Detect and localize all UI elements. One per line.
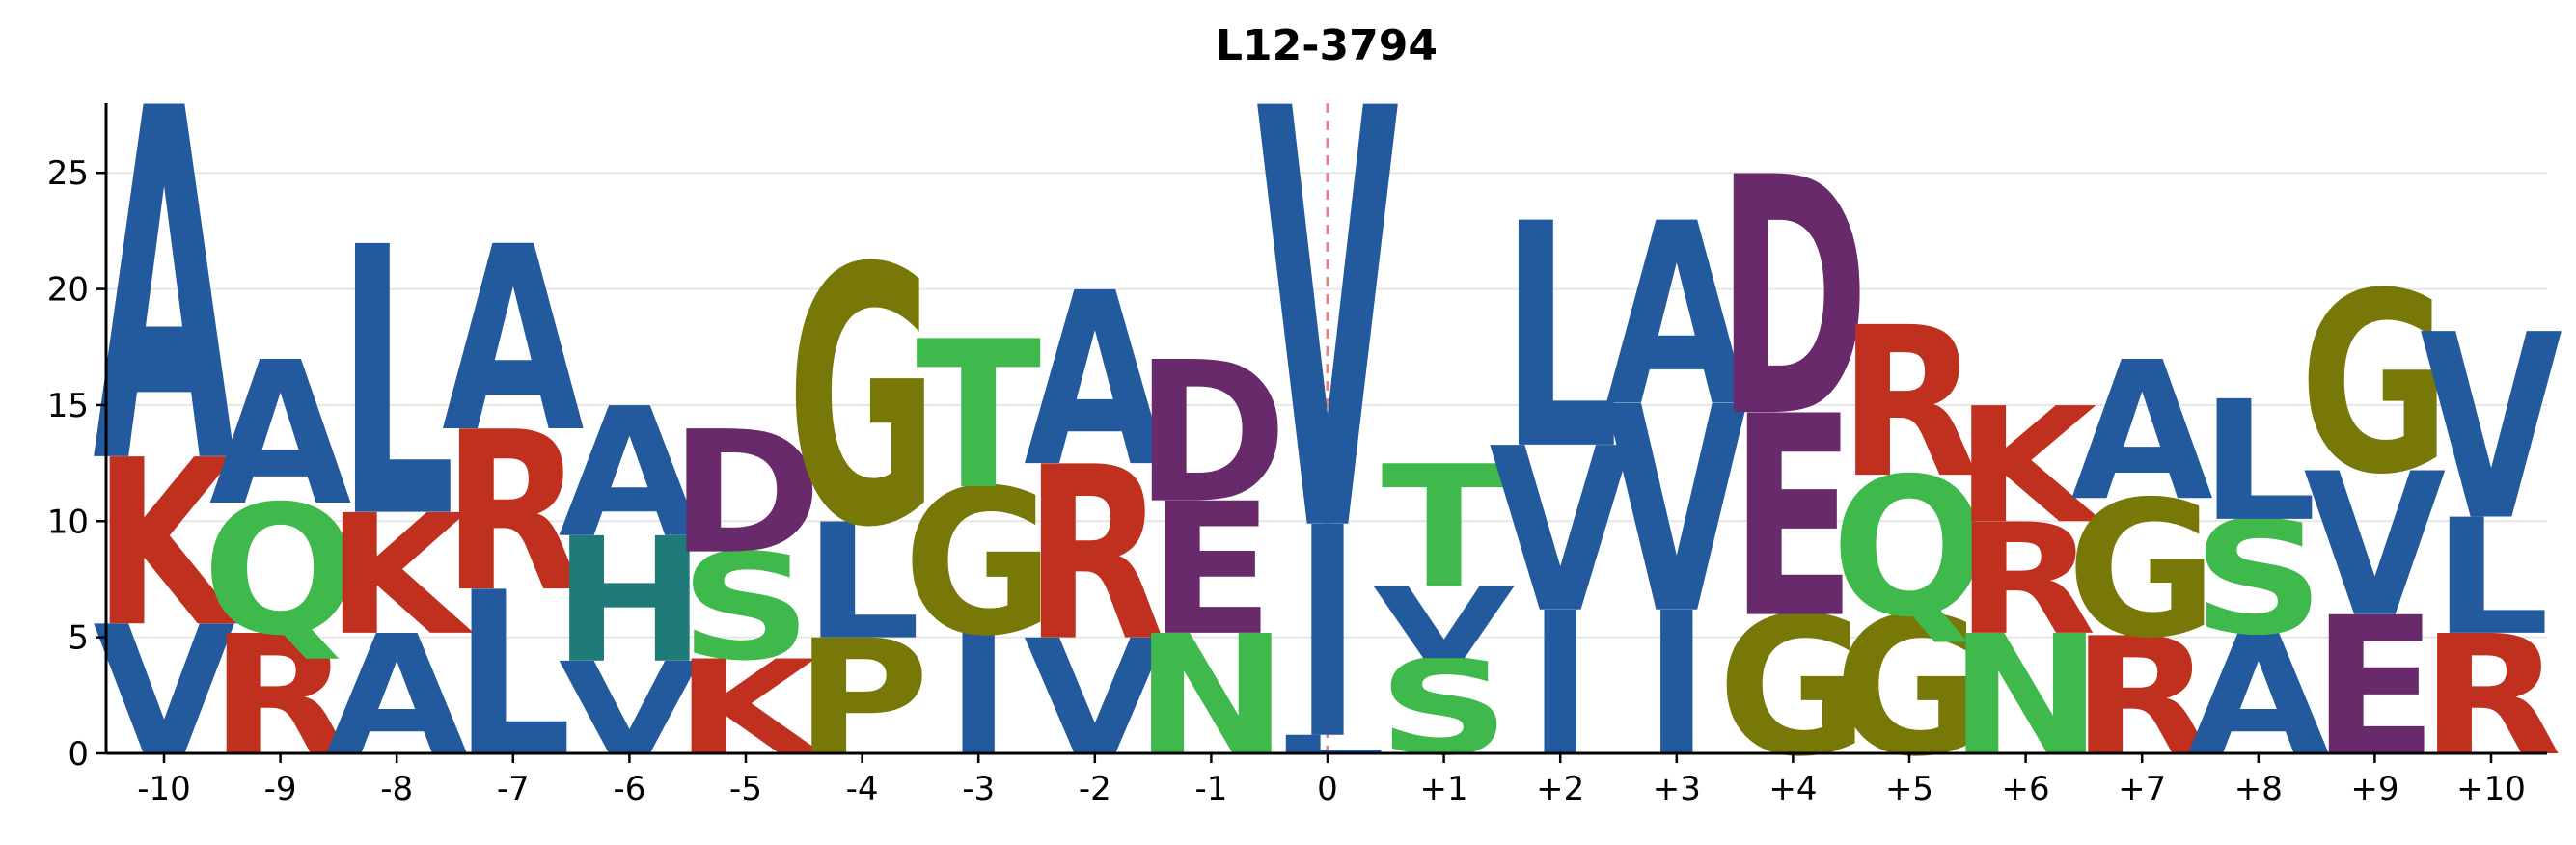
- x-tick-label: +4: [1768, 770, 1817, 808]
- x-tick-label: -1: [1194, 770, 1227, 808]
- x-tick-label: -3: [962, 770, 995, 808]
- y-tick-label: 15: [47, 387, 89, 425]
- logo-letter-L: L: [338, 172, 454, 600]
- logo-letter-V: V: [1489, 401, 1631, 664]
- logo-letter-V: V: [2304, 431, 2447, 661]
- logo-letter-G: G: [2299, 241, 2450, 530]
- logo-letter-R: R: [442, 386, 584, 641]
- logo-letter-A: A: [1024, 243, 1166, 521]
- logo-letter-L: L: [454, 545, 571, 807]
- x-tick-label: +9: [2350, 770, 2398, 808]
- x-tick-label: 0: [1317, 770, 1338, 808]
- logo-letter-K: K: [325, 479, 474, 672]
- logo-letter-T: T: [1382, 430, 1507, 627]
- y-tick-label: 25: [47, 154, 89, 193]
- y-tick-label: 0: [68, 735, 89, 774]
- logo-letter-A: A: [209, 320, 352, 550]
- logo-letter-Q: Q: [1831, 437, 1987, 659]
- x-tick-label: +7: [2118, 770, 2166, 808]
- logo-letter-R: R: [1955, 491, 2096, 668]
- logo-letter-V: V: [1605, 347, 1748, 677]
- chart-title: L12-3794: [1216, 21, 1438, 70]
- x-tick-label: +5: [1885, 770, 1933, 808]
- x-tick-label: +1: [1420, 770, 1468, 808]
- logo-letter-R: R: [1024, 417, 1165, 695]
- logo-letter-A: A: [1605, 170, 1748, 463]
- logo-letter-A: A: [2070, 321, 2213, 543]
- logo-letter-E: E: [1148, 464, 1274, 675]
- x-tick-label: +3: [1653, 770, 1701, 808]
- logo-letter-G: G: [2067, 461, 2217, 679]
- x-tick-label: -8: [380, 770, 413, 808]
- x-tick-label: +10: [2456, 770, 2526, 808]
- x-tick-label: -10: [137, 770, 191, 808]
- logo-letter-L: L: [804, 491, 920, 676]
- logo-letter-V: V: [1373, 567, 1516, 682]
- x-tick-label: -6: [613, 770, 645, 808]
- x-tick-label: -2: [1079, 770, 1111, 808]
- x-tick-label: -5: [729, 770, 762, 808]
- logo-letter-S: S: [679, 522, 811, 693]
- logo-letter-K: K: [1955, 375, 2103, 560]
- logo-letters: VKARQAAKLLRAVHAKSDPLGIGTVRANEDLIVSVTIVLI…: [93, 0, 2562, 807]
- logo-letter-D: D: [670, 395, 822, 592]
- x-tick-label: -4: [846, 770, 879, 808]
- x-tick-label: -9: [264, 770, 297, 808]
- logo-letter-K: K: [674, 633, 824, 784]
- logo-letter-V: V: [2420, 281, 2562, 577]
- logo-letter-K: K: [93, 411, 241, 678]
- logo-letter-G: G: [786, 193, 937, 604]
- logo-letter-H: H: [553, 502, 707, 702]
- x-tick-label: +2: [1536, 770, 1584, 808]
- logo-letter-A: A: [93, 9, 236, 571]
- logo-letter-L: L: [1501, 160, 1618, 519]
- logo-letter-S: S: [2192, 488, 2324, 669]
- y-tick-label: 20: [47, 271, 89, 310]
- logo-letter-L: L: [2432, 486, 2549, 671]
- logo-letter-V: V: [1256, 0, 1400, 660]
- y-tick-label: 5: [68, 619, 89, 658]
- logo-letter-E: E: [1730, 359, 1855, 680]
- logo-letter-A: A: [442, 193, 585, 489]
- x-tick-label: -7: [497, 770, 530, 808]
- logo-letter-D: D: [1135, 321, 1287, 547]
- logo-letter-G: G: [903, 448, 1054, 681]
- logo-letter-A: A: [559, 371, 701, 579]
- logo-letter-T: T: [916, 298, 1041, 535]
- logo-letter-D: D: [1716, 107, 1869, 489]
- logo-letter-L: L: [2200, 366, 2316, 559]
- x-tick-label: +6: [2002, 770, 2050, 808]
- x-tick-label: +8: [2234, 770, 2283, 808]
- logo-letter-Q: Q: [203, 469, 359, 676]
- logo-letter-R: R: [1839, 283, 1981, 523]
- y-tick-label: 10: [47, 503, 89, 541]
- logo-letter-I: I: [1296, 467, 1359, 804]
